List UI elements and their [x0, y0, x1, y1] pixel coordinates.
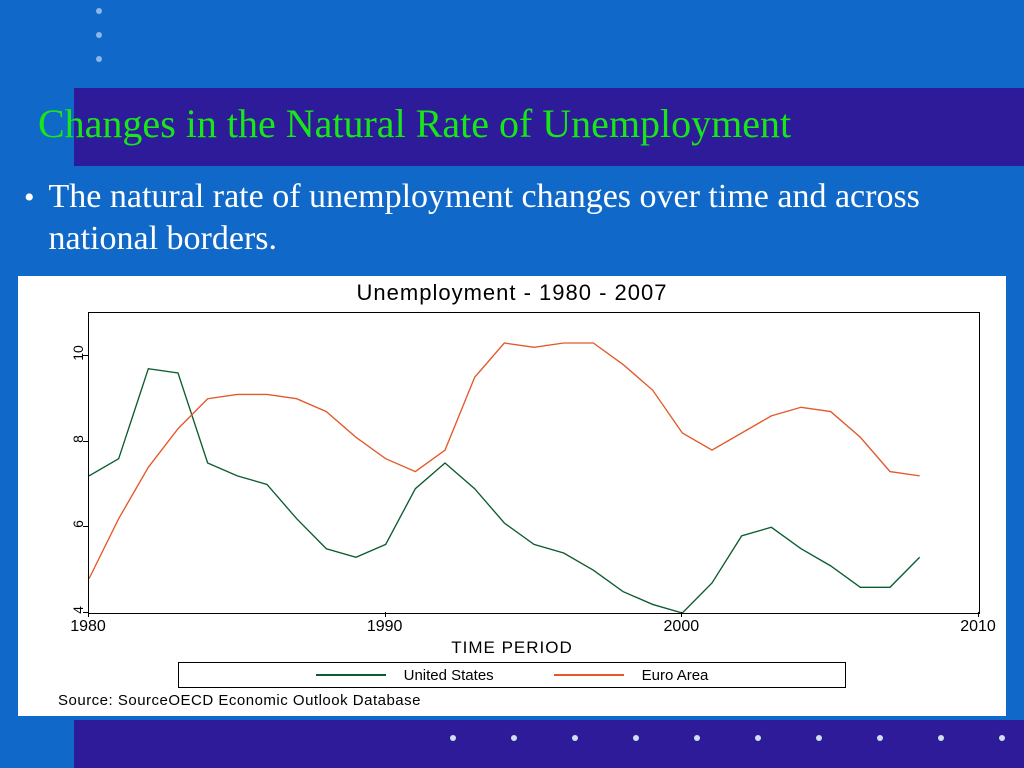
- decoration-dots-vertical: [96, 8, 102, 80]
- legend-item: United States: [316, 667, 494, 684]
- xtick-label: 2000: [664, 618, 700, 636]
- slide: Changes in the Natural Rate of Unemploym…: [0, 0, 1024, 768]
- xtick-label: 1980: [70, 618, 106, 636]
- legend-label: Euro Area: [642, 667, 709, 684]
- xtick-mark: [88, 612, 89, 617]
- chart-legend: United States Euro Area: [178, 662, 846, 688]
- accent-bar-bottom: [74, 720, 1024, 768]
- bullet-block: • The natural rate of unemployment chang…: [24, 176, 1004, 260]
- chart-source: Source: SourceOECD Economic Outlook Data…: [58, 692, 421, 709]
- ytick-label: 8: [70, 429, 86, 449]
- ytick-mark: [83, 355, 88, 356]
- series-line: [89, 343, 920, 579]
- chart-panel: Unemployment - 1980 - 2007 TIME PERIOD U…: [18, 276, 1006, 716]
- chart-xlabel: TIME PERIOD: [18, 638, 1006, 658]
- bullet-marker: •: [24, 178, 35, 218]
- xtick-mark: [681, 612, 682, 617]
- legend-swatch: [554, 674, 624, 676]
- decoration-dots-horizontal: [450, 735, 1024, 741]
- ytick-mark: [83, 441, 88, 442]
- series-line: [89, 369, 920, 613]
- ytick-label: 6: [70, 514, 86, 534]
- chart-lines-svg: [89, 313, 979, 613]
- bullet-text: The natural rate of unemployment changes…: [49, 176, 1004, 260]
- ytick-label: 10: [70, 343, 86, 363]
- ytick-mark: [83, 526, 88, 527]
- slide-title: Changes in the Natural Rate of Unemploym…: [38, 100, 791, 147]
- legend-label: United States: [404, 667, 494, 684]
- xtick-mark: [978, 612, 979, 617]
- chart-title: Unemployment - 1980 - 2007: [18, 280, 1006, 306]
- plot-area: [88, 312, 980, 614]
- xtick-mark: [385, 612, 386, 617]
- xtick-label: 1990: [367, 618, 403, 636]
- legend-swatch: [316, 674, 386, 676]
- legend-item: Euro Area: [554, 667, 709, 684]
- xtick-label: 2010: [960, 618, 996, 636]
- ytick-label: 4: [70, 600, 86, 620]
